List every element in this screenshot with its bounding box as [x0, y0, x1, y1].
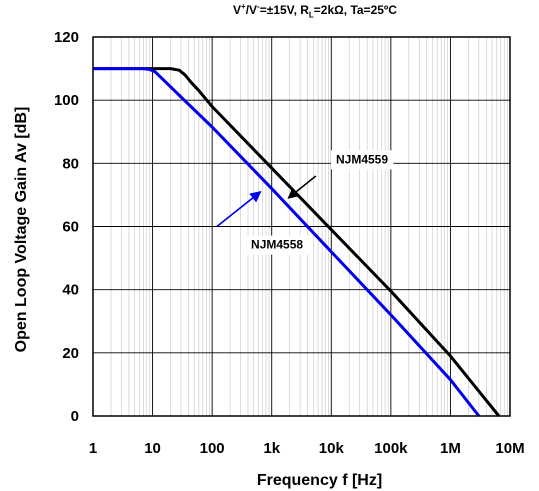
x-tick-label: 100k — [374, 440, 408, 457]
x-axis-label: Frequency f [Hz] — [257, 472, 382, 489]
annotation-layer: NJM4559 NJM4558 — [216, 150, 394, 255]
x-tick-label: 1 — [89, 440, 97, 457]
y-tick-label: 20 — [62, 345, 79, 362]
y-tick-label: 100 — [54, 92, 79, 109]
annotation-arrow-njm4558 — [216, 191, 262, 228]
x-tick-label: 1k — [263, 440, 280, 457]
x-tick-label: 1M — [440, 440, 461, 457]
y-tick-label: 0 — [71, 408, 79, 425]
y-tick-label: 120 — [54, 29, 79, 46]
tick-labels: 1 10 100 1k 10k 100k 1M 10M 0 20 40 60 80 100 120 — [54, 29, 525, 457]
x-tick-label: 100 — [200, 440, 225, 457]
y-axis-label: Open Loop Voltage Gain Av [dB] — [13, 107, 30, 353]
x-tick-label: 10k — [319, 440, 345, 457]
series-layer — [93, 67, 501, 417]
series-line-njm4558 — [93, 67, 481, 417]
y-tick-label: 60 — [62, 219, 79, 236]
series-line-njm4559 — [93, 67, 501, 417]
y-tick-label: 40 — [62, 282, 79, 299]
annotation-label-njm4558: NJM4558 — [251, 238, 303, 252]
x-tick-label: 10 — [144, 440, 161, 457]
annotation-arrow-njm4559 — [287, 175, 317, 199]
x-tick-label: 10M — [495, 440, 524, 457]
annotation-label-bg-njm4558 — [246, 235, 309, 255]
annotation-label-njm4559: NJM4559 — [336, 152, 388, 166]
annotation-label-bg-njm4559 — [331, 150, 394, 170]
plot-frame — [92, 36, 511, 417]
y-tick-label: 80 — [62, 155, 79, 172]
chart-title: V+/V-=±15V, RL=2kΩ, Ta=25ºC — [233, 2, 397, 20]
